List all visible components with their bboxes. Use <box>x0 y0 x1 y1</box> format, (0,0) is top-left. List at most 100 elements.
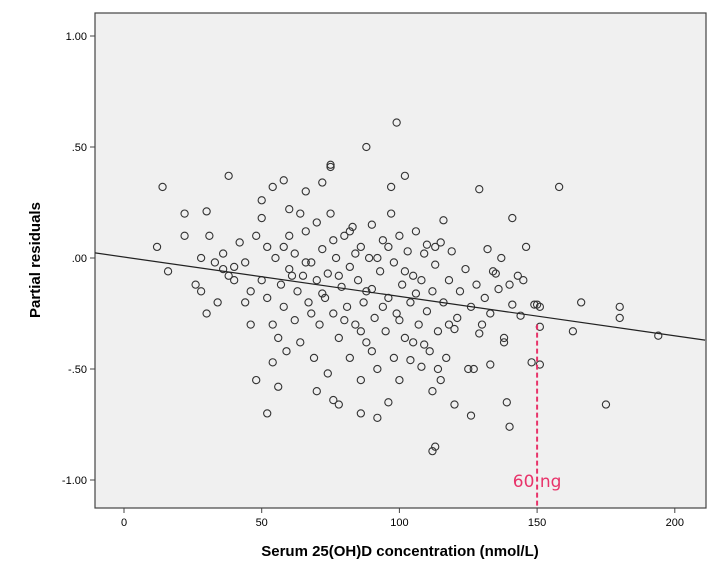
data-point <box>340 316 349 325</box>
data-point <box>535 360 545 369</box>
x-axis-label: Serum 25(OH)D concentration (nmol/L) <box>261 543 539 560</box>
data-point <box>362 142 371 152</box>
y-tick-label: .50 <box>72 142 87 154</box>
data-point <box>230 262 239 272</box>
data-point <box>359 298 368 307</box>
data-point <box>373 364 382 374</box>
data-point <box>464 364 473 374</box>
data-point <box>400 171 410 181</box>
data-point <box>364 253 374 263</box>
data-point <box>274 382 283 391</box>
data-point <box>268 320 277 329</box>
data-point <box>345 262 354 272</box>
data-point <box>475 329 484 338</box>
data-point <box>287 271 297 280</box>
data-point <box>403 247 412 256</box>
data-point <box>252 375 261 385</box>
data-point <box>158 182 167 192</box>
y-tick-label: -1.00 <box>62 475 87 487</box>
data-point <box>417 362 426 371</box>
x-tick-label: 200 <box>666 517 684 529</box>
data-point <box>274 333 283 343</box>
data-point <box>290 316 299 325</box>
data-point <box>334 271 343 280</box>
data-point <box>257 196 266 205</box>
data-point <box>417 276 426 285</box>
data-point <box>411 227 421 236</box>
data-point <box>422 240 432 249</box>
data-point <box>202 309 211 318</box>
data-point <box>356 375 365 385</box>
data-point <box>444 276 454 285</box>
data-point <box>218 249 228 258</box>
data-point <box>433 364 443 374</box>
data-point <box>276 280 286 289</box>
data-point <box>263 409 272 418</box>
data-point <box>213 298 222 307</box>
data-point <box>304 298 313 307</box>
data-point <box>246 287 255 296</box>
data-point <box>386 182 396 192</box>
data-point <box>406 298 415 307</box>
data-point <box>334 400 343 409</box>
data-point <box>218 264 228 274</box>
data-point <box>378 302 388 311</box>
data-point <box>210 258 220 267</box>
x-tick-label: 50 <box>256 517 268 529</box>
data-point <box>230 276 239 285</box>
data-point <box>389 353 399 363</box>
data-point <box>356 409 365 418</box>
data-point <box>340 231 349 240</box>
data-point <box>395 316 404 325</box>
data-point <box>263 293 272 303</box>
data-point <box>345 227 354 236</box>
data-point <box>472 280 481 289</box>
data-point <box>420 340 429 349</box>
data-point <box>381 327 390 336</box>
data-point <box>505 422 514 431</box>
data-point <box>309 353 319 363</box>
data-point <box>395 231 404 240</box>
data-point <box>433 327 443 336</box>
data-point <box>191 280 200 289</box>
data-point <box>252 231 261 240</box>
data-point <box>298 271 308 280</box>
data-point <box>508 300 517 309</box>
data-point <box>577 298 586 307</box>
data-point <box>342 302 352 311</box>
data-point <box>378 236 388 245</box>
data-point <box>420 249 429 258</box>
data-point <box>282 347 291 356</box>
y-tick-label: -.50 <box>68 364 87 376</box>
data-point <box>224 171 233 181</box>
data-point <box>315 320 324 329</box>
data-point <box>373 413 382 422</box>
data-point <box>318 289 327 298</box>
data-point <box>323 269 332 278</box>
x-tick-label: 0 <box>121 517 127 529</box>
data-point <box>505 280 514 289</box>
data-point <box>527 358 536 367</box>
data-point <box>326 209 335 218</box>
data-point <box>386 209 396 218</box>
data-point <box>307 258 316 267</box>
data-point <box>351 249 360 258</box>
data-point <box>530 300 539 309</box>
data-point <box>615 302 624 311</box>
data-point <box>279 302 288 311</box>
data-point <box>257 213 266 223</box>
data-point <box>241 298 250 307</box>
data-point <box>345 353 354 363</box>
data-point <box>301 258 310 267</box>
data-point <box>428 387 437 396</box>
data-point <box>414 320 423 329</box>
data-point <box>326 160 335 169</box>
data-point <box>180 209 189 218</box>
x-tick-label: 150 <box>528 517 546 529</box>
data-point <box>235 238 244 247</box>
data-point <box>356 327 365 336</box>
data-point <box>508 213 517 223</box>
data-point <box>296 209 305 218</box>
x-tick-label: 100 <box>390 517 408 529</box>
